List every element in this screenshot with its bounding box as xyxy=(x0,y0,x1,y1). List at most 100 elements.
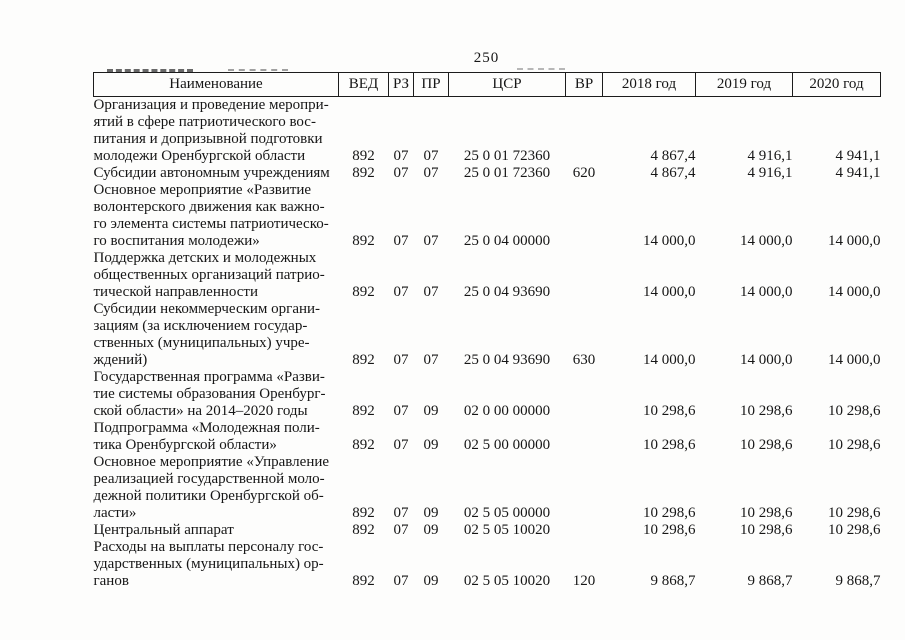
cell-vr xyxy=(566,522,603,539)
cell-ved: 892 xyxy=(352,437,375,453)
table-row: Основное мероприятие «Управление реализа… xyxy=(94,454,881,522)
table-header: Наименование ВЕД РЗ ПР ЦСР ВР 2018 год 2019 год… xyxy=(93,72,881,97)
table-row: Центральный аппарат 892 07 09 02 5 05 10020 1… xyxy=(94,522,881,539)
cell-name: Центральный аппарат xyxy=(93,522,234,538)
cell-y2018: 10 298,6 xyxy=(643,437,696,453)
cell-y2020: 10 298,6 xyxy=(828,505,881,521)
cell-rz: 07 xyxy=(393,522,409,538)
column-header-vr: ВР xyxy=(565,72,603,97)
cell-name: Основное мероприятие «Развитие волонтерс… xyxy=(93,182,329,249)
cell-y2019: 10 298,6 xyxy=(740,522,793,538)
cell-ved: 892 xyxy=(352,165,375,181)
cell-vr xyxy=(566,420,603,454)
cell-ved: 892 xyxy=(352,148,375,164)
cell-y2020: 4 941,1 xyxy=(835,165,881,181)
scan-artifact xyxy=(517,68,565,70)
cell-csr: 02 5 05 10020 xyxy=(463,522,551,538)
cell-ved: 892 xyxy=(352,284,375,300)
cell-y2018: 4 867,4 xyxy=(650,148,696,164)
column-header-rz: РЗ xyxy=(388,72,414,97)
cell-pr: 07 xyxy=(423,165,439,181)
cell-name: Расходы на выплаты персоналу гос- ударст… xyxy=(93,539,324,589)
cell-y2020: 4 941,1 xyxy=(835,148,881,164)
column-header-csr: ЦСР xyxy=(448,72,566,97)
table-row: Расходы на выплаты персоналу гос- ударст… xyxy=(94,539,881,590)
scan-artifact xyxy=(107,69,193,72)
cell-y2020: 14 000,0 xyxy=(828,352,881,368)
column-header-y2020: 2020 год xyxy=(792,72,881,97)
cell-csr: 25 0 01 72360 xyxy=(463,148,551,164)
cell-ved: 892 xyxy=(352,522,375,538)
cell-ved: 892 xyxy=(352,233,375,249)
cell-y2019: 14 000,0 xyxy=(740,233,793,249)
cell-rz: 07 xyxy=(393,284,409,300)
cell-y2018: 14 000,0 xyxy=(643,284,696,300)
cell-pr: 07 xyxy=(423,352,439,368)
cell-name: Поддержка детских и молодежных обществен… xyxy=(93,250,325,300)
cell-csr: 25 0 04 93690 xyxy=(463,284,551,300)
cell-csr: 02 5 05 00000 xyxy=(463,505,551,521)
cell-vr: 630 xyxy=(572,352,596,368)
cell-y2019: 10 298,6 xyxy=(740,505,793,521)
table-row: Субсидии некоммерческим органи- зациям (… xyxy=(94,301,881,369)
cell-y2019: 4 916,1 xyxy=(747,148,793,164)
table-row: Поддержка детских и молодежных обществен… xyxy=(94,250,881,301)
table-body: Организация и проведение меропри- ятий в… xyxy=(94,97,881,591)
column-header-pr: ПР xyxy=(413,72,449,97)
cell-name: Субсидии автономным учреждениям xyxy=(93,165,330,181)
cell-vr xyxy=(566,97,603,166)
cell-y2020: 9 868,7 xyxy=(835,573,881,589)
budget-table: Наименование ВЕД РЗ ПР ЦСР ВР 2018 год 2019 год… xyxy=(93,72,881,590)
cell-pr: 07 xyxy=(423,284,439,300)
cell-rz: 07 xyxy=(393,233,409,249)
table-row: Подпрограмма «Молодежная поли- тика Орен… xyxy=(94,420,881,454)
cell-y2018: 10 298,6 xyxy=(643,403,696,419)
cell-vr: 620 xyxy=(572,165,596,181)
cell-pr: 07 xyxy=(423,233,439,249)
cell-rz: 07 xyxy=(393,165,409,181)
cell-y2019: 10 298,6 xyxy=(740,403,793,419)
cell-y2019: 4 916,1 xyxy=(747,165,793,181)
cell-rz: 07 xyxy=(393,505,409,521)
column-header-name: Наименование xyxy=(93,72,339,97)
table-header-row: Наименование ВЕД РЗ ПР ЦСР ВР 2018 год 2019 год… xyxy=(93,72,881,97)
cell-vr xyxy=(566,182,603,250)
cell-rz: 07 xyxy=(393,352,409,368)
cell-y2020: 10 298,6 xyxy=(828,437,881,453)
cell-ved: 892 xyxy=(352,352,375,368)
cell-name: Основное мероприятие «Управление реализа… xyxy=(93,454,330,521)
table-row: Субсидии автономным учреждениям 892 07 07 25… xyxy=(94,165,881,182)
cell-rz: 07 xyxy=(393,437,409,453)
page-number: 250 xyxy=(473,50,500,66)
cell-vr xyxy=(566,369,603,420)
cell-y2018: 10 298,6 xyxy=(643,522,696,538)
cell-y2020: 14 000,0 xyxy=(828,233,881,249)
cell-y2020: 10 298,6 xyxy=(828,403,881,419)
column-header-ved: ВЕД xyxy=(338,72,389,97)
cell-csr: 25 0 01 72360 xyxy=(463,165,551,181)
cell-csr: 02 5 00 00000 xyxy=(463,437,551,453)
column-header-y2019: 2019 год xyxy=(695,72,793,97)
cell-y2018: 4 867,4 xyxy=(650,165,696,181)
cell-name: Подпрограмма «Молодежная поли- тика Орен… xyxy=(93,420,320,453)
cell-pr: 09 xyxy=(423,522,439,538)
column-header-y2018: 2018 год xyxy=(602,72,696,97)
cell-y2019: 9 868,7 xyxy=(747,573,793,589)
cell-y2020: 14 000,0 xyxy=(828,284,881,300)
cell-csr: 25 0 04 00000 xyxy=(463,233,551,249)
cell-ved: 892 xyxy=(352,505,375,521)
cell-y2020: 10 298,6 xyxy=(828,522,881,538)
cell-rz: 07 xyxy=(393,403,409,419)
cell-ved: 892 xyxy=(352,573,375,589)
cell-pr: 09 xyxy=(423,573,439,589)
cell-pr: 09 xyxy=(423,403,439,419)
cell-y2019: 14 000,0 xyxy=(740,352,793,368)
cell-name: Организация и проведение меропри- ятий в… xyxy=(93,97,329,164)
cell-y2018: 14 000,0 xyxy=(643,233,696,249)
cell-y2018: 10 298,6 xyxy=(643,505,696,521)
cell-pr: 07 xyxy=(423,148,439,164)
scan-artifact xyxy=(228,69,288,71)
cell-y2018: 9 868,7 xyxy=(650,573,696,589)
cell-y2018: 14 000,0 xyxy=(643,352,696,368)
cell-name: Субсидии некоммерческим органи- зациям (… xyxy=(93,301,321,368)
